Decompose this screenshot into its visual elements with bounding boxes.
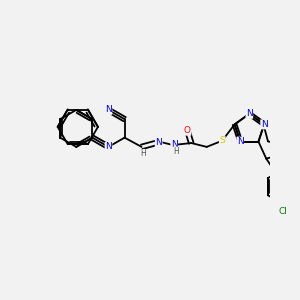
Text: O: O <box>184 126 191 135</box>
Text: Cl: Cl <box>278 207 287 216</box>
Text: N: N <box>237 137 244 146</box>
Text: N: N <box>105 105 112 114</box>
Text: N: N <box>261 120 268 129</box>
Text: N: N <box>171 140 178 149</box>
Text: N: N <box>105 142 112 152</box>
Text: N: N <box>246 109 253 118</box>
Text: H: H <box>140 149 146 158</box>
Text: N: N <box>155 138 162 147</box>
Text: H: H <box>174 147 179 156</box>
Text: S: S <box>219 136 225 145</box>
